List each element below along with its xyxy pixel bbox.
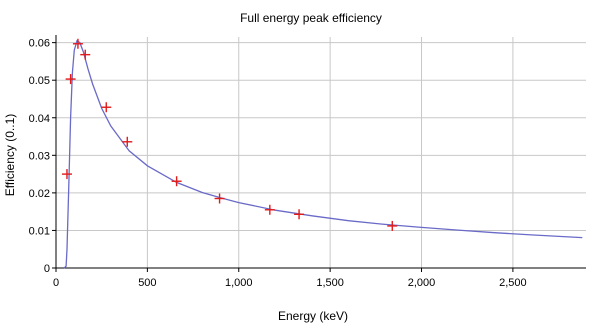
- data-point-marker: [122, 136, 133, 147]
- data-point-marker: [61, 169, 72, 180]
- x-axis-label: Energy (keV): [278, 309, 348, 323]
- y-axis-label: Efficiency (0..1): [3, 114, 17, 196]
- data-point-marker: [80, 49, 91, 60]
- axes: 0 500 1,000 1,500 2,000 2,500 0 0.01 0.02 0.03 0.0…: [29, 35, 586, 289]
- data-point-marker: [294, 209, 305, 220]
- y-tick-label: 0.02: [29, 188, 50, 200]
- data-point-marker: [387, 220, 398, 231]
- data-point-marker: [101, 102, 112, 113]
- y-tick-label: 0.01: [29, 225, 50, 237]
- x-tick-label: 0: [53, 277, 59, 289]
- data-point-marker: [214, 193, 225, 204]
- y-tick-label: 0.04: [29, 113, 50, 125]
- grid: [56, 37, 586, 268]
- y-tick-label: 0.06: [29, 38, 50, 50]
- fit-curve: [63, 39, 583, 269]
- x-tick-label: 2,500: [499, 277, 527, 289]
- plot-series: [61, 38, 583, 269]
- y-tick-label: 0: [44, 263, 50, 275]
- chart-title: Full energy peak efficiency: [240, 11, 382, 25]
- x-tick-label: 2,000: [408, 277, 436, 289]
- x-tick-label: 1,000: [225, 277, 253, 289]
- data-point-marker: [171, 176, 182, 187]
- data-point-marker: [65, 74, 76, 85]
- x-tick-label: 500: [138, 277, 156, 289]
- y-tick-label: 0.05: [29, 75, 50, 87]
- y-tick-label: 0.03: [29, 150, 50, 162]
- data-point-marker: [264, 204, 275, 215]
- data-point-marker: [72, 38, 83, 49]
- x-tick-label: 1,500: [316, 277, 344, 289]
